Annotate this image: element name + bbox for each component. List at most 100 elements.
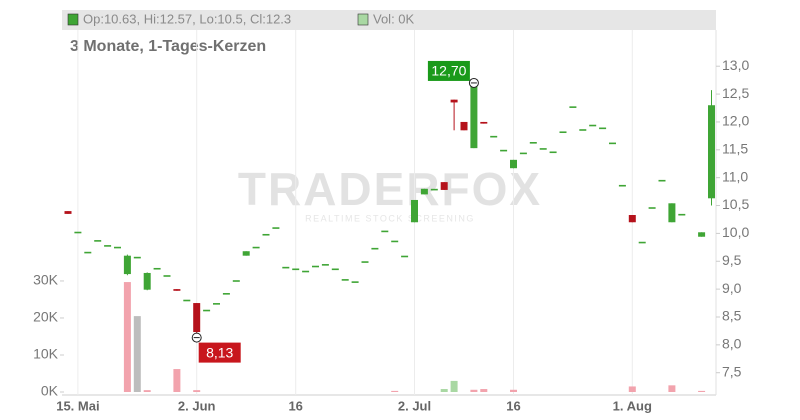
subtitle: 3 Monate, 1-Tages-Kerzen <box>70 38 266 55</box>
candle-body <box>213 303 220 305</box>
y2-tick-label: 20K <box>33 309 59 325</box>
volume-legend-swatch <box>357 13 369 26</box>
candle-body <box>599 127 607 130</box>
candle-body <box>698 232 706 237</box>
candle-body <box>569 106 577 108</box>
candle-body <box>480 121 488 124</box>
volume-bar <box>123 282 131 392</box>
y-tick-label: 9,5 <box>722 252 742 268</box>
candle-body <box>341 279 349 281</box>
annotation-box <box>427 60 470 81</box>
volume-bar <box>628 386 636 392</box>
volume-bar <box>133 316 141 392</box>
candle-body <box>430 188 438 191</box>
candle-body <box>579 129 587 131</box>
candle-body <box>668 203 676 223</box>
ohlc-legend-swatch <box>67 13 79 26</box>
x-tick-label: 16 <box>506 398 520 413</box>
annotation-label: 8,13 <box>206 344 233 360</box>
candle-body <box>411 199 418 223</box>
candle-body <box>193 303 201 333</box>
candle-body <box>500 149 508 152</box>
candle-body <box>163 275 171 277</box>
candle-body <box>638 241 646 244</box>
y-tick-label: 9,0 <box>722 280 742 296</box>
candle-body <box>153 267 161 270</box>
candle-body <box>539 148 547 150</box>
annotation-label: 12,70 <box>431 63 466 79</box>
y-tick-label: 13,0 <box>722 57 749 73</box>
candle-body <box>559 131 567 134</box>
candle-body <box>282 266 290 269</box>
candle-body <box>222 293 230 295</box>
candle-body <box>173 289 181 291</box>
candle-body <box>143 272 151 290</box>
volume-bar <box>510 389 517 392</box>
candle-body <box>133 256 141 259</box>
y-tick-label: 12,5 <box>722 85 749 101</box>
candle-body <box>104 245 112 247</box>
watermark-sub: REALTIME STOCK SCREENING <box>305 213 475 223</box>
y-tick-label: 8,0 <box>722 336 742 352</box>
y-tick-label: 10,0 <box>722 224 749 240</box>
candle-body <box>381 230 389 233</box>
candle-body <box>589 124 597 127</box>
y2-tick-label: 10K <box>33 346 59 362</box>
candle-body <box>549 151 557 154</box>
candle-body <box>94 240 102 242</box>
x-tick-label: 1. Aug <box>613 398 652 413</box>
volume-bar <box>698 390 706 392</box>
candle-body <box>658 179 666 182</box>
y-tick-label: 10,5 <box>722 196 749 212</box>
candle-body <box>351 281 359 283</box>
y-tick-label: 12,0 <box>722 113 749 129</box>
candle-body <box>114 246 121 249</box>
ohlc-legend: Op:10.63, Hi:12.57, Lo:10.5, Cl:12.3 <box>83 11 291 26</box>
candle-body <box>420 188 428 195</box>
candle-body <box>371 247 379 250</box>
candle-body <box>609 142 616 145</box>
candle-body <box>460 121 468 131</box>
volume-bar <box>391 390 399 392</box>
volume-bar <box>450 380 458 392</box>
x-tick-label: 2. Jul <box>398 398 431 413</box>
candle-body <box>678 213 686 216</box>
candle-body <box>648 207 656 209</box>
candle-body <box>708 105 715 199</box>
candle-body <box>292 268 300 271</box>
candle-body <box>74 231 82 234</box>
candle-body <box>331 268 339 271</box>
candle-body <box>252 246 260 249</box>
volume-bar <box>193 390 201 392</box>
candle-body <box>361 261 369 263</box>
y-tick-label: 8,5 <box>722 308 742 324</box>
y2-tick-label: 30K <box>33 272 59 288</box>
watermark: TRADERFOX <box>238 163 542 215</box>
volume-bar <box>668 385 676 392</box>
candle-body <box>618 184 626 187</box>
candle-body <box>391 240 399 243</box>
candle-body <box>123 255 131 275</box>
candle-body <box>183 299 191 302</box>
candle-body <box>302 270 310 273</box>
candle-body <box>628 215 636 223</box>
annotation-box <box>198 342 241 363</box>
volume-bar <box>480 389 488 392</box>
volume-bar <box>470 389 478 392</box>
candle-body <box>529 142 537 144</box>
candle-body <box>232 280 240 282</box>
candle-body <box>312 265 319 268</box>
candle-body <box>401 255 409 258</box>
candle-body <box>490 135 498 138</box>
candle-body <box>242 251 250 256</box>
x-tick-label: 2. Jun <box>178 398 216 413</box>
candle-body <box>84 251 92 254</box>
legend-bar <box>62 10 716 30</box>
x-tick-label: 15. Mai <box>56 398 99 413</box>
volume-bar <box>440 389 448 392</box>
candle-body <box>450 99 458 103</box>
y-tick-label: 11,0 <box>722 168 748 184</box>
candle-body <box>519 152 527 155</box>
